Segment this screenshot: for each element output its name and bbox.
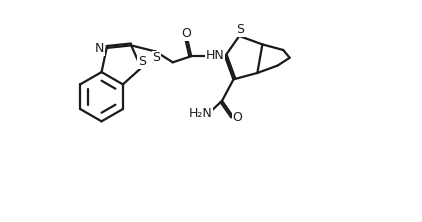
Text: HN: HN bbox=[206, 49, 225, 62]
Text: S: S bbox=[138, 55, 146, 68]
Text: S: S bbox=[236, 23, 244, 36]
Text: O: O bbox=[233, 111, 242, 124]
Text: S: S bbox=[153, 51, 161, 64]
Text: N: N bbox=[95, 42, 104, 55]
Text: O: O bbox=[181, 27, 191, 40]
Text: H₂N: H₂N bbox=[189, 107, 212, 120]
